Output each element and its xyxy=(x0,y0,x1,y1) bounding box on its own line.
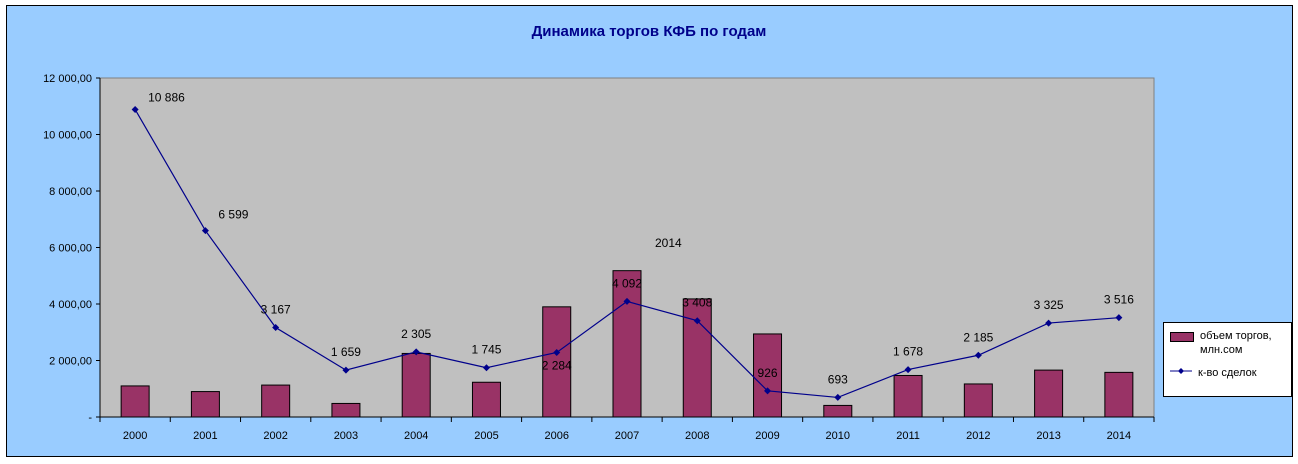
bar xyxy=(401,352,431,418)
bar xyxy=(823,404,853,418)
bar xyxy=(542,306,572,418)
line-point xyxy=(201,227,209,235)
legend: объем торгов, млн.сом к-во сделок xyxy=(1163,322,1292,397)
data-label: 2 284 xyxy=(542,358,572,372)
bar xyxy=(893,374,923,418)
x-tick-label: 2012 xyxy=(966,430,990,442)
bar xyxy=(471,381,501,418)
x-tick-label: 2009 xyxy=(755,430,779,442)
x-tick-label: 2014 xyxy=(1107,430,1131,442)
y-tick-label: 6 000,00 xyxy=(49,243,92,255)
y-tick-label: 12 000,00 xyxy=(43,73,92,85)
data-label: 6 599 xyxy=(218,208,248,222)
bar xyxy=(682,298,712,418)
line-point xyxy=(974,351,982,359)
data-label: 3 325 xyxy=(1034,298,1064,312)
line-series xyxy=(131,105,1123,401)
line-point xyxy=(412,348,420,356)
x-tick-label: 2000 xyxy=(123,430,147,442)
bar xyxy=(190,391,220,418)
x-tick-label: 2002 xyxy=(263,430,287,442)
line-point xyxy=(342,366,350,374)
line-point xyxy=(131,105,139,113)
data-label: 1 678 xyxy=(893,345,923,359)
line-point xyxy=(623,297,631,305)
data-label: 1 659 xyxy=(331,345,361,359)
data-label: 3 516 xyxy=(1104,293,1134,307)
data-label: 4 092 xyxy=(612,276,642,290)
bar xyxy=(120,385,150,418)
line-point xyxy=(693,317,701,325)
data-label: 2 305 xyxy=(401,327,431,341)
data-label: 3 408 xyxy=(682,296,712,310)
y-tick-label: 4 000,00 xyxy=(49,299,92,311)
bar xyxy=(261,384,291,418)
data-label: 1 745 xyxy=(471,343,501,357)
bar xyxy=(331,402,361,418)
x-tick-label: 2008 xyxy=(685,430,709,442)
line-point xyxy=(482,364,490,372)
data-label: 3 167 xyxy=(261,303,291,317)
chart-title: Динамика торгов КФБ по годам xyxy=(532,23,767,40)
bar xyxy=(1104,371,1134,418)
y-tick-label: 8 000,00 xyxy=(49,186,92,198)
legend-line-deals xyxy=(1170,366,1192,376)
y-tick-label: 10 000,00 xyxy=(43,130,92,142)
x-tick-label: 2006 xyxy=(544,430,568,442)
bar xyxy=(753,333,783,418)
line-point xyxy=(904,366,912,374)
x-tick-label: 2004 xyxy=(404,430,428,442)
legend-label-volume: объем торгов, млн.сом xyxy=(1200,330,1272,356)
line-point xyxy=(834,393,842,401)
bar xyxy=(612,270,642,418)
x-tick-label: 2001 xyxy=(193,430,217,442)
y-tick-label: - xyxy=(88,412,92,424)
y-tick-label: 2 000,00 xyxy=(49,356,92,368)
legend-swatch-volume xyxy=(1170,332,1194,342)
line-point xyxy=(1045,319,1053,327)
legend-label-deals: к-во сделок xyxy=(1198,367,1257,379)
data-label: 10 886 xyxy=(148,90,185,104)
x-tick-label: 2013 xyxy=(1036,430,1060,442)
line-point xyxy=(1115,314,1123,322)
annotation-label: 2014 xyxy=(655,236,682,250)
data-label: 693 xyxy=(828,372,848,386)
x-tick-label: 2011 xyxy=(896,430,920,442)
legend-item-volume: объем торгов, млн.сом xyxy=(1170,329,1292,357)
data-label: 926 xyxy=(758,366,778,380)
data-label: 2 185 xyxy=(963,330,993,344)
bar xyxy=(963,383,993,418)
data-labels: 10 886 6 599 3 167 1 659 2 305 1 745 2 284 4 09… xyxy=(148,90,1134,386)
x-tick-label: 2010 xyxy=(826,430,850,442)
x-tick-label: 2005 xyxy=(474,430,498,442)
x-axis: 2000 2001 2002 2003 2004 2005 2006 2007 2008 2009… xyxy=(99,416,1155,442)
x-tick-label: 2003 xyxy=(334,430,358,442)
line-point xyxy=(764,387,772,395)
x-tick-label: 2007 xyxy=(615,430,639,442)
bar xyxy=(1034,369,1064,418)
line-point xyxy=(553,348,561,356)
line-point xyxy=(272,324,280,332)
legend-item-deals: к-во сделок xyxy=(1170,366,1257,380)
y-axis: - 2 000,00 4 000,00 6 000,00 8 000,00 10 000,… xyxy=(43,73,101,424)
